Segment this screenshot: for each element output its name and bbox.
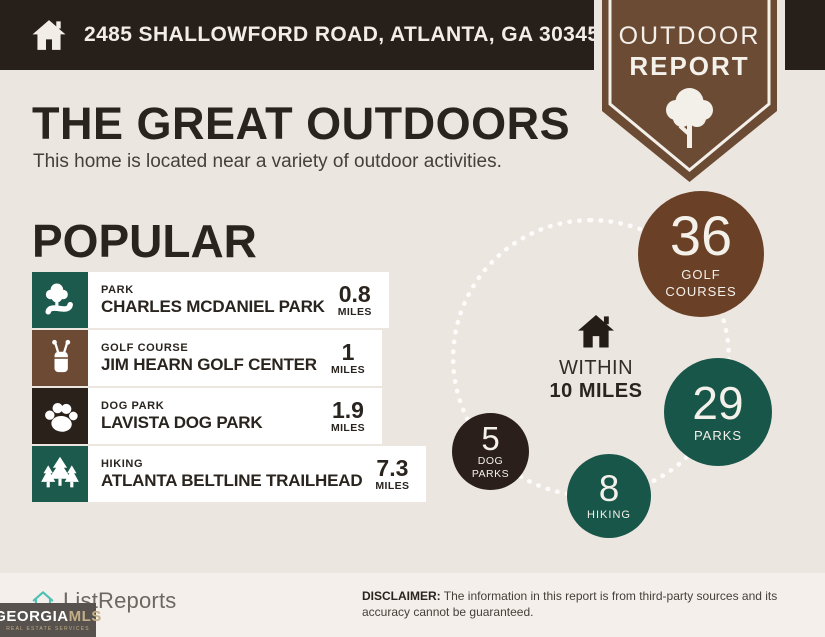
item-distance: 1: [341, 338, 355, 365]
list-item-park: PARK CHARLES MCDANIEL PARK 0.8 MILES: [32, 272, 389, 328]
page-title: THE GREAT OUTDOORS: [32, 98, 571, 149]
item-category: DOG PARK: [101, 399, 165, 412]
radius-distance-label: 10 MILES: [549, 380, 643, 402]
within-label: WITHIN: [558, 357, 634, 379]
stat-label: COURSES: [665, 283, 737, 299]
pine-trees-icon: [32, 446, 88, 502]
item-name: LAVISTA DOG PARK: [101, 412, 263, 432]
stat-label: DOG: [477, 454, 504, 467]
list-item-hiking: HIKING ATLANTA BELTLINE TRAILHEAD 7.3 MI…: [32, 446, 427, 502]
item-distance: 0.8: [338, 280, 371, 307]
page-subtitle: This home is located near a variety of o…: [33, 151, 502, 172]
disclaimer-text: DISCLAIMER: The information in this repo…: [362, 589, 808, 621]
footer-strip: [0, 573, 825, 637]
stat-label: HIKING: [587, 508, 631, 521]
stat-label: PARKS: [471, 468, 510, 480]
item-distance-unit: MILES: [337, 305, 372, 318]
item-distance: 7.3: [376, 454, 409, 481]
house-icon: [578, 315, 614, 348]
stat-value: 5: [481, 419, 500, 457]
badge-gap-left: [594, 0, 602, 70]
badge-line1: OUTDOOR: [618, 22, 761, 50]
list-item-golf: GOLF COURSE JIM HEARN GOLF CENTER 1 MILE…: [32, 330, 382, 386]
item-category: GOLF COURSE: [101, 341, 189, 354]
tree-icon: [666, 88, 713, 148]
stat-value: 29: [692, 376, 744, 429]
stat-circle-parks: 29 PARKS: [664, 358, 772, 466]
stat-value: 36: [669, 204, 733, 268]
stat-label: PARKS: [693, 427, 743, 443]
item-distance: 1.9: [332, 396, 364, 423]
popular-heading: POPULAR: [32, 215, 257, 267]
disclaimer-body: The information in this report is from t…: [362, 589, 778, 619]
stat-circle-hiking: 8 HIKING: [567, 454, 651, 538]
popular-list: PARK CHARLES MCDANIEL PARK 0.8 MILES GOL…: [32, 272, 427, 502]
stat-circle-golf-courses: 36 GOLF COURSES: [638, 191, 764, 317]
golf-bag-icon: [32, 330, 88, 386]
item-name: CHARLES MCDANIEL PARK: [101, 296, 325, 316]
stat-label: GOLF: [681, 267, 721, 283]
outdoor-report-badge: OUTDOOR REPORT: [602, 0, 777, 182]
item-distance-unit: MILES: [330, 421, 366, 434]
item-name: JIM HEARN GOLF CENTER: [101, 354, 317, 374]
property-address: 2485 SHALLOWFORD ROAD, ATLANTA, GA 30345: [84, 23, 600, 46]
mls-tagline: REAL ESTATE SERVICES: [6, 625, 90, 632]
item-name: ATLANTA BELTLINE TRAILHEAD: [101, 470, 363, 490]
radius-center-label: WITHIN 10 MILES: [528, 314, 664, 403]
park-tree-icon: [32, 272, 88, 328]
item-category: HIKING: [101, 457, 144, 470]
item-distance-unit: MILES: [330, 363, 366, 376]
home-icon: [32, 20, 66, 50]
stat-value: 8: [598, 467, 620, 509]
paw-icon: [32, 388, 88, 444]
badge-gap-right: [777, 0, 785, 70]
badge-ribbon-shape: [602, 0, 777, 182]
disclaimer-label: DISCLAIMER:: [362, 589, 441, 603]
item-distance-unit: MILES: [375, 479, 410, 492]
list-item-dog-park: DOG PARK LAVISTA DOG PARK 1.9 MILES: [32, 388, 382, 444]
item-category: PARK: [101, 283, 134, 296]
mls-wordmark-georgia: GEORGIA: [0, 607, 69, 625]
georgia-mls-logo: GEORGIA MLS REAL ESTATE SERVICES: [0, 603, 101, 637]
mls-wordmark-mls: MLS: [68, 607, 102, 625]
badge-line2: REPORT: [629, 51, 750, 81]
stat-circle-dog-parks: 5 DOG PARKS: [452, 413, 529, 490]
